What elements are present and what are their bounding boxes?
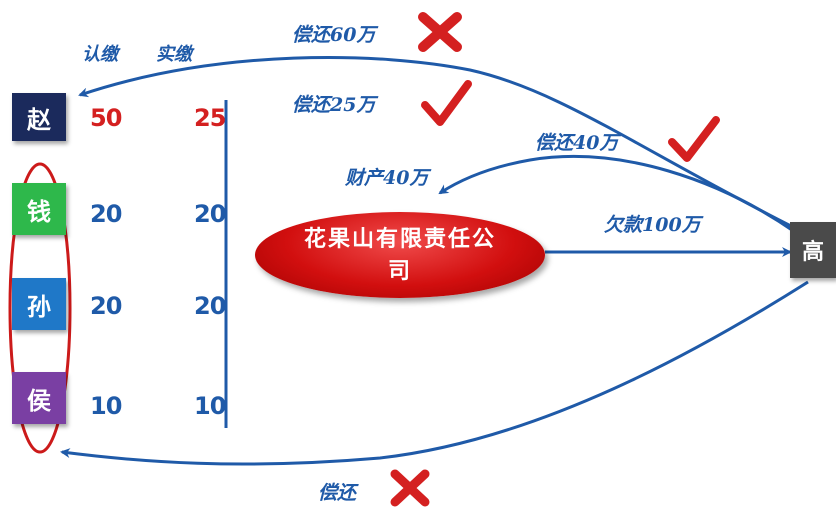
- highlight-oval: [8, 162, 72, 454]
- shareholder-name: 钱: [27, 196, 51, 226]
- arrow-repay-bottom: [60, 280, 809, 466]
- paid-value-hou: 10: [194, 392, 226, 420]
- cross-icon: [390, 469, 430, 507]
- shareholder-box-sun: 孙: [12, 278, 66, 330]
- shareholder-name: 赵: [27, 104, 51, 134]
- subscribed-value-zhao: 50: [90, 104, 122, 132]
- shareholder-name: 孙: [27, 291, 51, 321]
- shareholder-box-hou: 侯: [12, 372, 66, 424]
- label-repay-40: 偿还40万: [535, 132, 619, 154]
- arrow-property-40: [438, 155, 796, 234]
- arrow-repay-60: [78, 55, 796, 230]
- label-repay-25: 偿还25万: [292, 94, 376, 116]
- label-debt-100: 欠款100万: [604, 214, 701, 236]
- subscribed-header: 认缴: [82, 44, 118, 65]
- company-node: 花果山有限责任公司: [255, 212, 545, 298]
- label-property-40: 财产40万: [345, 167, 429, 189]
- shareholder-box-zhao: 赵: [12, 93, 66, 141]
- shareholder-box-qian: 钱: [12, 183, 66, 235]
- subscribed-value-sun: 20: [90, 292, 122, 320]
- company-name: 花果山有限责任公司: [303, 226, 496, 284]
- cross-icon: [418, 12, 462, 52]
- label-repay-60: 偿还60万: [292, 24, 376, 46]
- paid-header: 实缴: [156, 44, 192, 65]
- subscribed-value-hou: 10: [90, 392, 122, 420]
- creditor-name: 高: [801, 239, 824, 265]
- check-icon: [668, 116, 720, 162]
- paid-value-zhao: 25: [194, 104, 226, 132]
- subscribed-value-qian: 20: [90, 200, 122, 228]
- shareholder-name: 侯: [27, 385, 51, 415]
- paid-value-sun: 20: [194, 292, 226, 320]
- label-repay-bottom: 偿还: [318, 482, 357, 504]
- creditor-box: 高: [790, 222, 836, 278]
- check-icon: [421, 80, 472, 126]
- paid-value-qian: 20: [194, 200, 226, 228]
